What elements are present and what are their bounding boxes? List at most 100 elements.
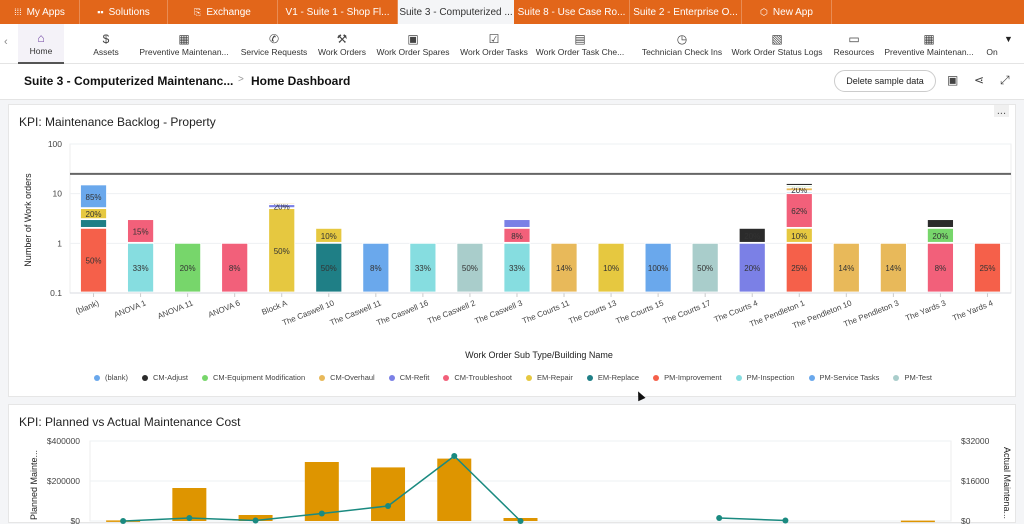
y-right-tick-label: $0 [961, 516, 971, 524]
nav-item-home[interactable]: ⌂ Home [18, 24, 64, 64]
legend-item[interactable]: EM-Replace [586, 373, 639, 382]
bar-data-label: 14% [885, 264, 901, 273]
actual-cost-point[interactable] [517, 518, 524, 524]
bar-segment[interactable] [974, 242, 1001, 293]
bar-segment[interactable] [738, 227, 766, 243]
actual-cost-point[interactable] [120, 518, 127, 524]
bar-segment[interactable] [503, 219, 531, 228]
app-tab[interactable]: ⬡ New App [742, 0, 832, 24]
legend-item[interactable]: PM-Test [893, 373, 932, 382]
breadcrumb-separator: > [238, 74, 244, 85]
actual-cost-point[interactable] [451, 453, 458, 459]
breadcrumb-app[interactable]: Suite 3 - Computerized Maintenanc... [24, 74, 234, 88]
nav-item-preventive-maintenance-2[interactable]: ▦ Preventive Maintenan... [882, 24, 976, 64]
actual-cost-point[interactable] [318, 510, 325, 517]
app-tab[interactable]: Suite 8 - Use Case Ro... [514, 0, 630, 24]
nav-item-work-order-spares[interactable]: ▣ Work Order Spares [374, 24, 452, 64]
legend-label: PM-Improvement [664, 373, 722, 382]
bar-segment[interactable] [503, 242, 531, 293]
bar-segment[interactable] [362, 242, 390, 293]
legend-item[interactable]: CM-Refit [388, 373, 430, 382]
fullscreen-icon[interactable]: ⤢ [1000, 73, 1010, 87]
nav-item-label: Work Order Tasks [460, 46, 528, 57]
bar-segment[interactable] [691, 242, 719, 293]
actual-cost-point[interactable] [252, 517, 259, 524]
bar-segment[interactable] [550, 242, 578, 293]
nav-scroll-left-button[interactable]: ‹ [4, 36, 8, 48]
bar-segment[interactable] [927, 242, 954, 293]
legend-item[interactable]: (blank) [94, 373, 128, 382]
bar-segment[interactable] [785, 242, 813, 293]
legend-item[interactable]: CM-Adjust [141, 373, 188, 382]
bar-segment[interactable] [785, 183, 813, 186]
legend-item[interactable]: CM-Overhaul [319, 373, 375, 382]
nav-item-more[interactable]: On [984, 24, 1000, 64]
planned-cost-bar[interactable] [437, 458, 472, 521]
presentation-icon[interactable]: ▣ [947, 73, 959, 87]
share-icon[interactable]: ⋖ [974, 73, 985, 87]
bar-data-label: 20% [744, 264, 760, 273]
actual-cost-point[interactable] [186, 515, 193, 521]
nav-item-work-order-status-logs[interactable]: ▧ Work Order Status Logs [730, 24, 824, 64]
bar-segment[interactable] [879, 242, 907, 293]
x-tick-label: The Caswell 11 [329, 298, 383, 327]
bar-segment[interactable] [221, 242, 249, 293]
bar-segment[interactable] [927, 227, 954, 243]
nav-item-service-requests[interactable]: ✆ Service Requests [238, 24, 310, 64]
app-tab[interactable]: Suite 2 - Enterprise O... [630, 0, 742, 24]
bar-segment[interactable] [268, 204, 296, 209]
bar-segment[interactable] [785, 186, 813, 188]
nav-item-work-order-task-checks[interactable]: ▤ Work Order Task Che... [530, 24, 630, 64]
nav-item-preventive-maintenance[interactable]: ▦ Preventive Maintenan... [138, 24, 230, 64]
bar-segment[interactable] [644, 242, 672, 293]
bar-segment[interactable] [927, 219, 954, 228]
more-options-button[interactable]: ... [993, 105, 1009, 117]
app-tab[interactable]: ⁞⁞⁞ My Apps [0, 0, 80, 24]
legend-item[interactable]: PM-Inspection [735, 373, 795, 382]
app-tab[interactable]: ⎘ Exchange [168, 0, 278, 24]
bar-segment[interactable] [832, 242, 860, 293]
actual-cost-point[interactable] [716, 515, 723, 521]
bar-segment[interactable] [174, 242, 202, 293]
bar-segment[interactable] [785, 193, 813, 228]
legend-item[interactable]: PM-Service Tasks [808, 373, 879, 382]
planned-cost-bar[interactable] [900, 520, 935, 523]
legend-item[interactable]: CM-Troubleshoot [443, 373, 512, 382]
bar-segment[interactable] [127, 242, 154, 293]
legend-item[interactable]: PM-Improvement [653, 373, 722, 382]
nav-item-resources[interactable]: ▭ Resources [832, 24, 876, 64]
actual-cost-point[interactable] [782, 517, 789, 524]
legend-item[interactable]: EM-Repair [525, 373, 573, 382]
bar-segment[interactable] [80, 227, 107, 293]
actual-cost-point[interactable] [385, 503, 392, 509]
bar-segment[interactable] [80, 184, 107, 209]
nav-item-technician-check-ins[interactable]: ◷ Technician Check Ins [638, 24, 726, 64]
nav-item-assets[interactable]: $ Assets [86, 24, 126, 64]
bar-segment[interactable] [268, 208, 296, 293]
nav-scroll-right-button[interactable]: ▼ [1004, 34, 1013, 44]
legend-item[interactable]: CM-Equipment Modification [202, 373, 305, 382]
bar-segment[interactable] [597, 242, 625, 293]
bar-segment[interactable] [268, 202, 296, 205]
app-tab[interactable]: ▪▪ Solutions [80, 0, 168, 24]
bar-segment[interactable] [785, 227, 813, 243]
app-tab[interactable]: Suite 3 - Computerized ... [398, 0, 514, 24]
bar-segment[interactable] [315, 227, 343, 243]
bar-segment[interactable] [409, 242, 437, 293]
bar-segment[interactable] [785, 191, 813, 194]
nav-item-work-orders[interactable]: ⚒ Work Orders [316, 24, 368, 64]
bar-segment[interactable] [80, 219, 107, 228]
planned-cost-bar[interactable] [371, 467, 406, 521]
bar-segment[interactable] [503, 227, 531, 243]
bar-segment[interactable] [315, 242, 343, 293]
app-tab[interactable]: V1 - Suite 1 - Shop Fl... [278, 0, 398, 24]
bar-segment[interactable] [785, 187, 813, 192]
bar-data-label: 85% [86, 193, 102, 202]
bar-segment[interactable] [127, 219, 154, 243]
bar-segment[interactable] [738, 242, 766, 293]
delete-sample-data-button[interactable]: Delete sample data [834, 70, 936, 92]
bar-segment[interactable] [456, 242, 484, 293]
nav-item-work-order-tasks[interactable]: ☑ Work Order Tasks [458, 24, 530, 64]
bar-segment[interactable] [80, 208, 107, 220]
legend-label: CM-Refit [399, 373, 430, 382]
